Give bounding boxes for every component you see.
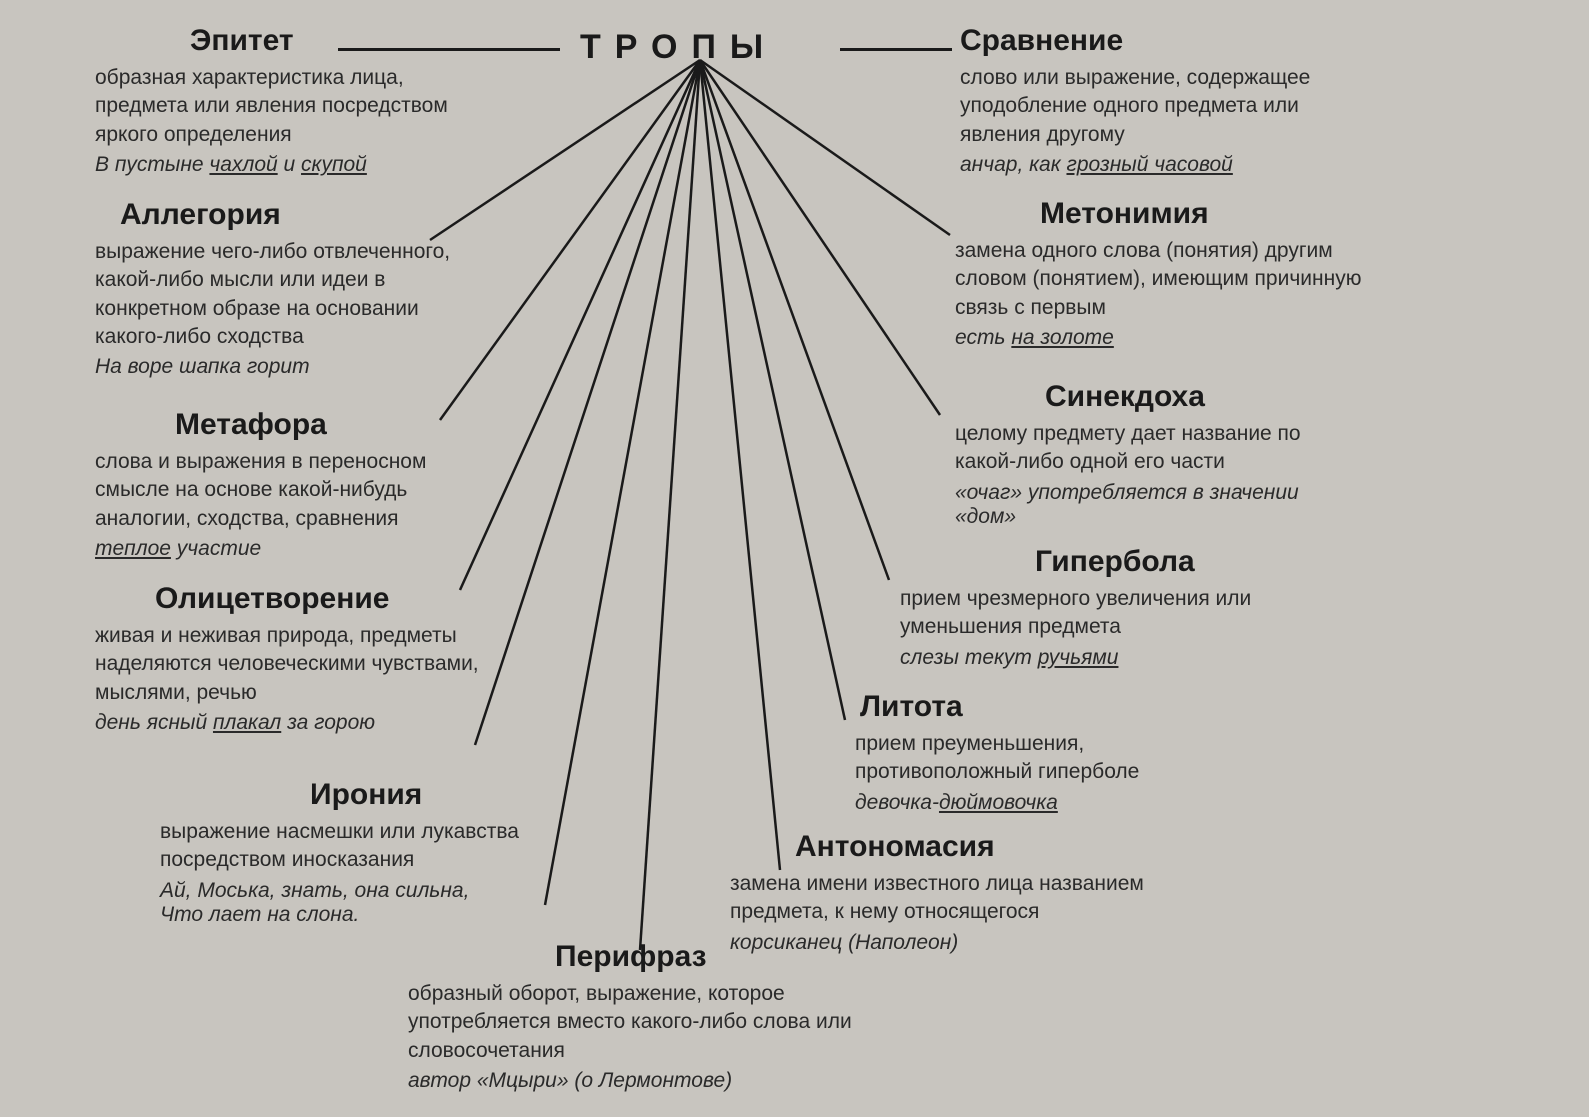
node-olicetvorenie: Олицетворение живая и неживая природа, п… <box>95 582 495 735</box>
node-metafora: Метафора слова и выражения в переносном … <box>95 408 485 561</box>
node-ex-olicetvorenie: день ясный плакал за горою <box>95 711 495 735</box>
node-ex-ironia: Ай, Моська, знать, она сильна,Что лает н… <box>160 879 580 927</box>
node-title-antonomasia: Антономасия <box>795 830 1265 864</box>
node-desc-metonimia: замена одного слова (понятия) другим сло… <box>955 237 1375 322</box>
node-epitet: Эпитет образная характеристика лица, пре… <box>95 24 455 177</box>
ray-line <box>700 60 845 720</box>
node-allegoria: Аллегория выражение чего-либо отвлеченно… <box>95 198 465 379</box>
example-part: Что лает на слона. <box>160 903 359 926</box>
node-desc-ironia: выражение насмешки или лукавства посредс… <box>160 818 580 875</box>
node-title-olicetvorenie: Олицетворение <box>155 582 555 616</box>
example-part: анчар, как <box>960 153 1066 176</box>
node-litota: Литота прием преуменьшения, противополож… <box>855 690 1225 815</box>
node-title-metonimia: Метонимия <box>1040 197 1460 231</box>
node-title-giperbola: Гипербола <box>1035 545 1435 579</box>
ray-line <box>440 60 700 420</box>
node-title-ironia: Ирония <box>310 778 730 812</box>
node-perifraz: Перифраз образный оборот, выражение, кот… <box>408 940 853 1093</box>
ray-line <box>700 60 940 415</box>
ray-line <box>700 60 950 235</box>
example-part: скупой <box>301 153 367 176</box>
example-part: за горою <box>281 711 375 734</box>
node-desc-sinekdoha: целому предмету дает название по какой-л… <box>955 420 1355 477</box>
center-title: ТРОПЫ <box>580 28 777 67</box>
node-ex-sravnenie: анчар, как грозный часовой <box>960 153 1360 177</box>
node-title-sravnenie: Сравнение <box>960 24 1360 58</box>
example-part: плакал <box>213 711 281 734</box>
node-ex-epitet: В пустыне чахлой и скупой <box>95 153 455 177</box>
example-part: ручьями <box>1038 646 1119 669</box>
example-part: чахлой <box>209 153 277 176</box>
node-desc-metafora: слова и выражения в переносном смысле на… <box>95 448 485 533</box>
node-ex-metafora: теплое участие <box>95 537 485 561</box>
example-part: на золоте <box>1011 326 1114 349</box>
ray-line <box>700 60 889 580</box>
node-ex-perifraz: автор «Мцыри» (о Лермонтове) <box>408 1069 853 1093</box>
node-ex-metonimia: есть на золоте <box>955 326 1375 350</box>
node-desc-litota: прием преуменьшения, противоположный гип… <box>855 730 1225 787</box>
example-part: дюймовочка <box>939 791 1058 814</box>
node-metonimia: Метонимия замена одного слова (понятия) … <box>955 197 1375 350</box>
ray-line <box>460 60 700 590</box>
node-antonomasia: Антономасия замена имени известного лица… <box>730 830 1200 955</box>
node-ex-antonomasia: корсиканец (Наполеон) <box>730 931 1200 955</box>
node-desc-epitet: образная характеристика лица, предмета и… <box>95 64 455 149</box>
node-title-epitet: Эпитет <box>190 24 550 58</box>
example-part: слезы текут <box>900 646 1038 669</box>
node-giperbola: Гипербола прием чрезмерного увеличения и… <box>900 545 1300 670</box>
example-part: Ай, Моська, знать, она сильна, <box>160 879 469 902</box>
node-desc-antonomasia: замена имени известного лица названием п… <box>730 870 1200 927</box>
example-part: участие <box>171 537 261 560</box>
example-part: грозный часовой <box>1066 153 1232 176</box>
example-part: и <box>278 153 301 176</box>
node-ironia: Ирония выражение насмешки или лукавства … <box>160 778 580 927</box>
node-title-metafora: Метафора <box>175 408 565 442</box>
example-part: автор «Мцыри» (о Лермонтове) <box>408 1069 732 1092</box>
ray-line <box>640 60 700 950</box>
diagram-page: ТРОПЫ Эпитет образная характеристика лиц… <box>0 0 1589 1117</box>
example-part: теплое <box>95 537 171 560</box>
node-desc-olicetvorenie: живая и неживая природа, предметы наделя… <box>95 622 495 707</box>
example-part: есть <box>955 326 1011 349</box>
node-ex-litota: девочка-дюймовочка <box>855 791 1225 815</box>
example-part: В пустыне <box>95 153 209 176</box>
example-part: девочка- <box>855 791 939 814</box>
ray-line <box>475 60 700 745</box>
node-desc-allegoria: выражение чего-либо отвлеченного, какой-… <box>95 238 465 351</box>
example-part: день ясный <box>95 711 213 734</box>
example-part: «очаг» употребляется в значении «дом» <box>955 481 1299 528</box>
ray-line <box>700 60 780 870</box>
node-title-allegoria: Аллегория <box>120 198 490 232</box>
node-sinekdoha: Синекдоха целому предмету дает название … <box>955 380 1355 529</box>
node-desc-sravnenie: слово или выражение, содержащее уподобле… <box>960 64 1360 149</box>
top-line-right <box>840 48 952 51</box>
node-desc-giperbola: прием чрезмерного увеличения или уменьше… <box>900 585 1300 642</box>
node-ex-allegoria: На воре шапка горит <box>95 355 465 379</box>
node-title-litota: Литота <box>860 690 1230 724</box>
node-title-sinekdoha: Синекдоха <box>1045 380 1445 414</box>
node-ex-giperbola: слезы текут ручьями <box>900 646 1300 670</box>
node-desc-perifraz: образный оборот, выражение, которое упот… <box>408 980 853 1065</box>
node-ex-sinekdoha: «очаг» употребляется в значении «дом» <box>955 481 1355 529</box>
example-part: На воре шапка горит <box>95 355 310 378</box>
node-sravnenie: Сравнение слово или выражение, содержаще… <box>960 24 1360 177</box>
example-part: корсиканец (Наполеон) <box>730 931 958 954</box>
